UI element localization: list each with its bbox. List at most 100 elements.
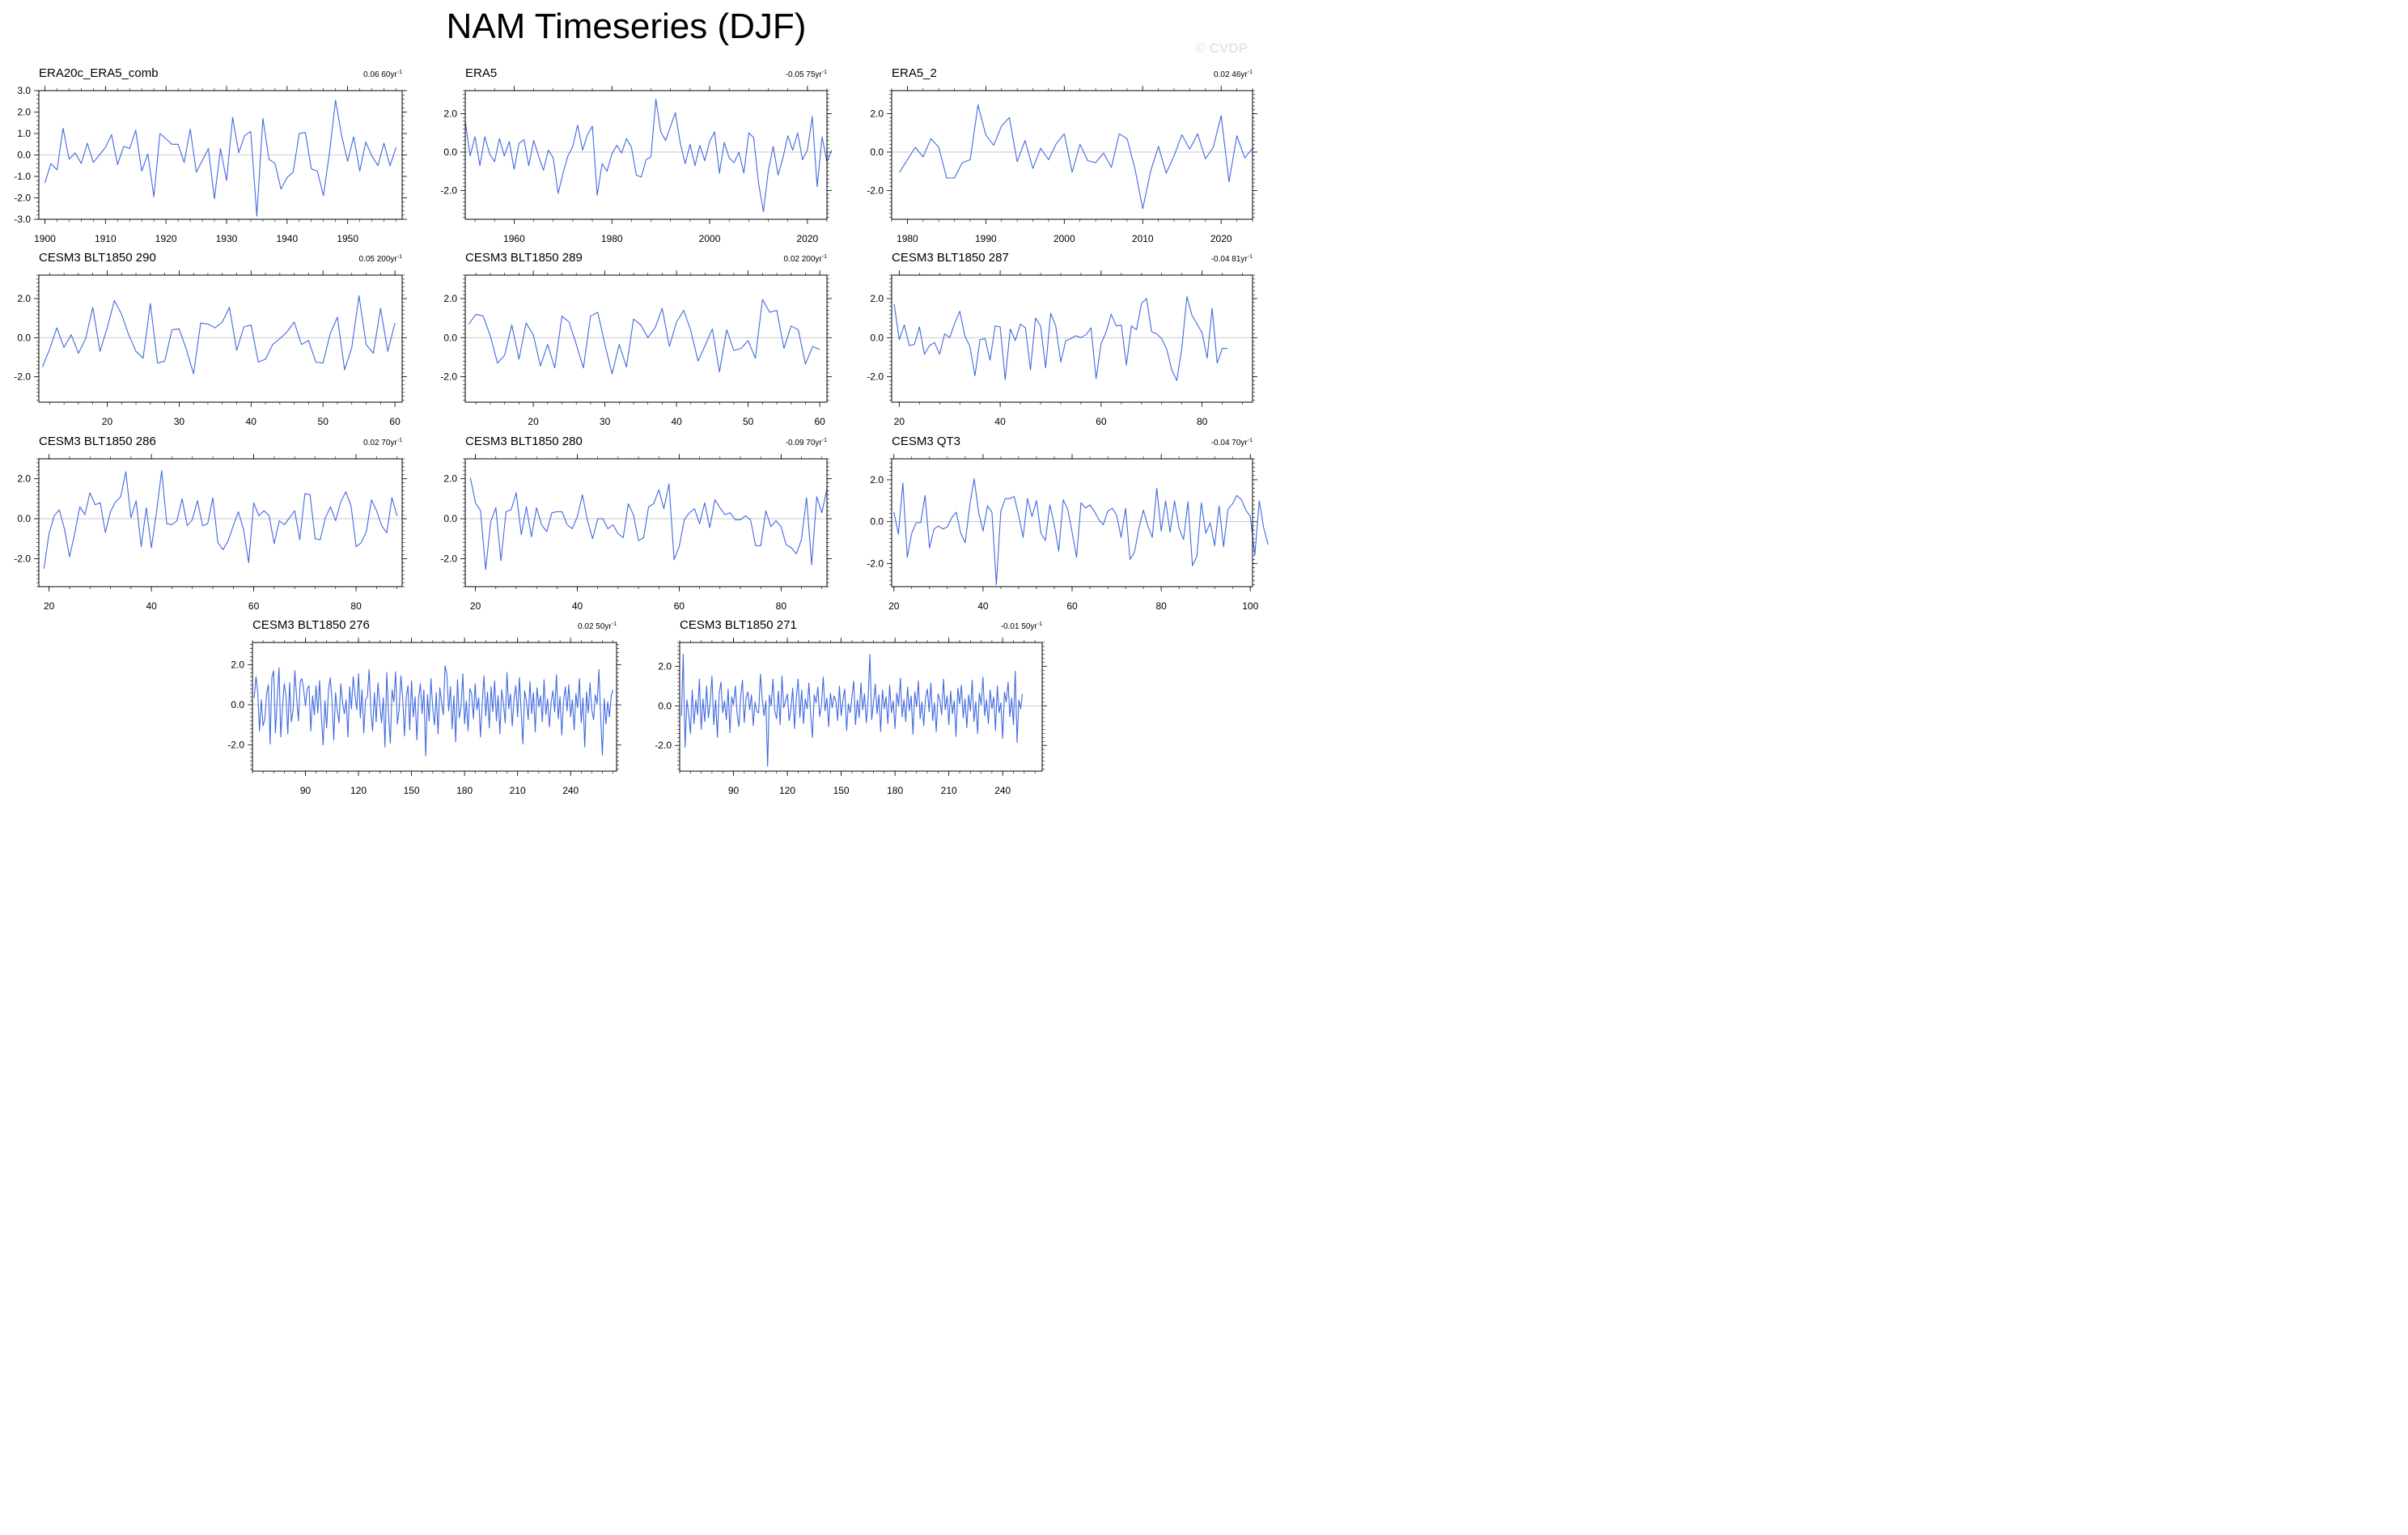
x-tick-label: 80: [776, 600, 787, 612]
y-tick-label: -2.0: [655, 740, 672, 751]
trend-label: 0.02 50yr-1: [578, 621, 617, 631]
x-tick-label: 90: [300, 785, 312, 796]
trend-label: 0.02 200yr-1: [783, 254, 827, 264]
series-line: [41, 295, 396, 375]
x-tick-label: 1920: [155, 233, 177, 244]
trend-label: -0.05 75yr-1: [786, 70, 827, 79]
trend-label: -0.09 70yr-1: [786, 438, 827, 447]
x-tick-label: 40: [671, 416, 682, 427]
panel-title: CESM3 BLT1850 286: [39, 435, 156, 448]
trend-value: 0.02 70: [363, 439, 391, 447]
y-tick-label: 0.0: [17, 150, 31, 161]
trend-unit: yr: [1240, 439, 1248, 447]
x-tick-label: 1990: [975, 233, 997, 244]
y-tick-label: 1.0: [17, 128, 31, 139]
y-tick-label: 2.0: [17, 473, 31, 485]
plot-frame: [38, 458, 403, 587]
panel-title: CESM3 BLT1850 280: [465, 435, 583, 448]
x-tick-label: 60: [248, 600, 260, 612]
x-tick-label: 60: [1066, 600, 1078, 612]
x-tick-label: 40: [246, 416, 257, 427]
panel-title: CESM3 BLT1850 276: [252, 618, 370, 632]
series-line: [899, 104, 1253, 210]
plot-frame: [464, 90, 828, 220]
trend-label: 0.05 200yr-1: [358, 254, 402, 264]
y-tick-label: 0.0: [443, 513, 457, 524]
x-tick-label: 1950: [337, 233, 358, 244]
x-tick-label: 180: [456, 785, 473, 796]
y-tick-label: 2.0: [443, 108, 457, 119]
y-tick-label: 2.0: [870, 474, 884, 486]
panel-title: CESM3 BLT1850 290: [39, 251, 156, 265]
x-tick-label: 2010: [1132, 233, 1154, 244]
y-tick-label: 2.0: [231, 659, 244, 670]
x-tick-label: 40: [977, 600, 989, 612]
x-tick-label: 1980: [897, 233, 918, 244]
trend-unit: yr: [815, 255, 822, 264]
y-tick-label: -2.0: [440, 553, 457, 564]
x-tick-label: 2020: [1210, 233, 1232, 244]
plot-frame: [38, 274, 403, 403]
x-tick-label: 120: [779, 785, 795, 796]
y-tick-label: 0.0: [870, 332, 884, 343]
chart-panel: CESM3 BLT1850 289 0.02 200yr-1 -2.0 0.0 2.0 2…: [440, 251, 832, 427]
trend-unit: yr: [390, 255, 397, 264]
trend-label: 0.02 46yr-1: [1214, 70, 1253, 79]
plot-frame: [252, 642, 617, 772]
trend-unit: yr: [390, 439, 397, 447]
plot-frame: [464, 274, 828, 403]
x-tick-label: 30: [600, 416, 611, 427]
x-tick-label: 100: [1242, 600, 1258, 612]
x-tick-label: 40: [572, 600, 583, 612]
trend-unit: yr: [1240, 70, 1248, 79]
trend-unit: yr: [1030, 622, 1037, 631]
y-tick-label: 0.0: [443, 332, 457, 343]
series-line: [253, 665, 614, 757]
x-tick-label: 60: [1096, 416, 1107, 427]
y-tick-label: -2.0: [14, 371, 31, 383]
x-tick-label: 80: [1155, 600, 1167, 612]
plot-frame: [891, 90, 1253, 220]
page-title: NAM Timeseries (DJF): [446, 6, 807, 46]
x-tick-label: 1980: [601, 233, 623, 244]
trend-exponent: -1: [1248, 70, 1253, 75]
chart-panel: CESM3 QT3 -0.04 70yr-1 -2.0 0.0 2.0 20 40 60 80 1…: [867, 435, 1269, 612]
chart-panel: CESM3 BLT1850 287 -0.04 81yr-1 -2.0 0.0 2.0 2…: [867, 251, 1257, 427]
panel-title: CESM3 QT3: [892, 435, 960, 448]
y-tick-label: 2.0: [17, 107, 31, 118]
y-tick-label: 3.0: [17, 85, 31, 96]
watermark: © CVDP: [1195, 40, 1248, 56]
panel-title: ERA20c_ERA5_comb: [39, 66, 159, 80]
plot-frame: [464, 458, 828, 587]
chart-panel: ERA20c_ERA5_comb 0.06 60yr-1 -3.0 -2.0 -1.0 0…: [14, 66, 407, 244]
x-tick-label: 20: [894, 416, 905, 427]
x-tick-label: 210: [941, 785, 957, 796]
trend-label: 0.06 60yr-1: [363, 70, 402, 79]
series-line: [469, 477, 828, 570]
x-tick-label: 120: [350, 785, 367, 796]
y-tick-label: 2.0: [443, 293, 457, 304]
trend-value: -0.04 81: [1211, 255, 1241, 264]
x-tick-label: 2000: [699, 233, 721, 244]
x-tick-label: 80: [1197, 416, 1208, 427]
trend-exponent: -1: [612, 621, 617, 627]
panel-title: CESM3 BLT1850 287: [892, 251, 1009, 265]
x-tick-label: 80: [350, 600, 362, 612]
x-tick-label: 240: [994, 785, 1011, 796]
x-tick-label: 2020: [796, 233, 818, 244]
trend-value: -0.04 70: [1211, 439, 1241, 447]
trend-exponent: -1: [397, 254, 402, 260]
panel-title: ERA5: [465, 66, 497, 80]
x-tick-label: 60: [389, 416, 401, 427]
trend-exponent: -1: [822, 438, 827, 443]
panel-title: ERA5_2: [892, 66, 937, 80]
series-line: [893, 296, 1227, 381]
x-tick-label: 50: [743, 416, 754, 427]
x-tick-label: 50: [318, 416, 329, 427]
y-tick-label: 0.0: [443, 146, 457, 158]
x-tick-label: 20: [888, 600, 900, 612]
x-tick-label: 20: [528, 416, 539, 427]
x-tick-label: 20: [44, 600, 55, 612]
trend-value: -0.01 50: [1001, 622, 1031, 631]
trend-value: 0.05 200: [358, 255, 390, 264]
